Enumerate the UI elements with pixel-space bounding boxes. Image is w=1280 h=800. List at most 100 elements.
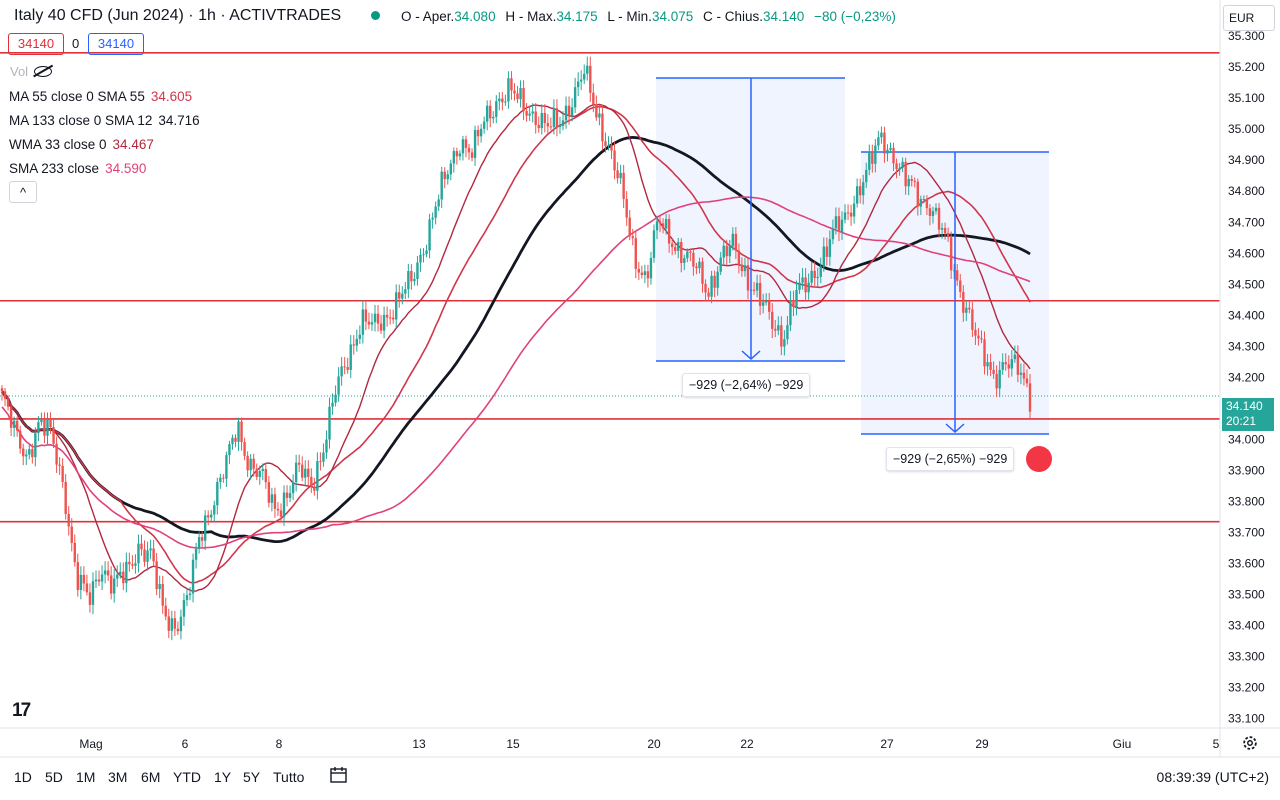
change-value: −80 (−0,23%)	[814, 9, 896, 24]
collapse-legend-button[interactable]: ^	[9, 181, 37, 203]
candle-body	[895, 163, 898, 170]
candle-body	[331, 402, 334, 407]
time-tick-label: 20	[647, 737, 661, 751]
indicator-wma33[interactable]: WMA 33 close 0 34.467	[9, 137, 154, 152]
candle-body	[91, 581, 95, 605]
indicator-sma233[interactable]: SMA 233 close 34.590	[9, 161, 146, 176]
range-5y[interactable]: 5Y	[243, 769, 261, 785]
range-3m[interactable]: 3M	[108, 769, 128, 785]
candle-body	[601, 113, 604, 142]
candle-body	[610, 144, 613, 151]
buy-price-button[interactable]: 34140	[88, 33, 144, 55]
candle-body	[740, 264, 744, 272]
currency-selector[interactable]: EUR	[1223, 5, 1275, 31]
candle-body	[52, 426, 55, 444]
candle-body	[273, 494, 277, 509]
candle-body	[928, 208, 932, 216]
candle-body	[910, 178, 913, 181]
candle-body	[880, 132, 883, 138]
measure-label-1[interactable]: −929 (−2,64%) −929	[682, 373, 811, 397]
range-6m[interactable]: 6M	[141, 769, 161, 785]
candle-body	[249, 458, 252, 471]
candle-body	[231, 437, 234, 445]
candle-body	[725, 245, 728, 257]
candle-body	[570, 107, 574, 116]
candle-body	[203, 515, 207, 541]
candle-body	[307, 468, 310, 477]
candle-body	[822, 246, 825, 267]
candle-body	[622, 172, 625, 199]
candle-body	[410, 270, 413, 282]
candle-body	[58, 464, 61, 466]
candle-body	[792, 300, 795, 307]
range-5d[interactable]: 5D	[45, 769, 63, 785]
sell-price-button[interactable]: 34140	[8, 33, 64, 55]
candle-body	[680, 242, 683, 264]
candle-body	[956, 270, 959, 281]
candle-body	[628, 217, 631, 237]
price-tick-label: 33.400	[1228, 619, 1265, 633]
candle-body	[155, 561, 158, 590]
candle-body	[971, 309, 974, 330]
candle-body	[731, 233, 735, 247]
candle-body	[446, 174, 449, 180]
candle-body	[492, 116, 495, 119]
range-all[interactable]: Tutto	[273, 769, 305, 785]
candle-body	[734, 233, 738, 251]
candle-body	[843, 212, 847, 220]
candle-body	[916, 181, 919, 207]
candle-body	[646, 271, 650, 279]
candle-body	[764, 301, 768, 303]
candle-body	[431, 217, 434, 220]
eye-hidden-icon[interactable]	[34, 66, 53, 77]
volume-indicator[interactable]: Vol	[10, 64, 53, 79]
indicator-ma133[interactable]: MA 133 close 0 SMA 12 34.716	[9, 113, 200, 128]
candle-body	[1016, 354, 1020, 375]
candle-body	[586, 65, 589, 74]
candle-body	[698, 261, 701, 269]
candle-body	[413, 278, 416, 282]
goto-date-calendar-icon[interactable]	[330, 767, 348, 783]
indicator-ma55[interactable]: MA 55 close 0 SMA 55 34.605	[9, 89, 192, 104]
candle-body	[64, 481, 67, 515]
candle-body	[677, 242, 680, 251]
candle-body	[931, 211, 935, 216]
settings-gear-icon[interactable]	[1241, 734, 1259, 752]
candle-body	[825, 246, 829, 257]
measure-label-2[interactable]: −929 (−2,65%) −929	[886, 447, 1015, 471]
candle-body	[176, 628, 180, 632]
candle-body	[416, 262, 419, 279]
candle-body	[692, 252, 695, 267]
tradingview-logo[interactable]: 17	[12, 700, 31, 721]
candle-body	[228, 444, 231, 456]
range-1m[interactable]: 1M	[76, 769, 96, 785]
price-tick-label: 34.400	[1228, 308, 1265, 322]
candle-body	[12, 420, 16, 428]
candle-body	[373, 313, 377, 323]
candle-body	[743, 265, 747, 272]
price-tick-label: 33.600	[1228, 557, 1265, 571]
candle-body	[589, 65, 592, 93]
range-1y[interactable]: 1Y	[214, 769, 232, 785]
alert-dot-icon[interactable]	[1026, 446, 1052, 472]
time-tick-label: 27	[880, 737, 894, 751]
candle-body	[795, 289, 798, 307]
time-tick-label: 15	[506, 737, 520, 751]
range-ytd[interactable]: YTD	[173, 769, 201, 785]
market-status-dot	[371, 11, 380, 20]
close-label: C - Chius.	[703, 9, 764, 24]
candle-body	[516, 93, 519, 100]
candle-body	[407, 270, 410, 290]
bar-countdown: 20:21	[1226, 414, 1257, 428]
candle-body	[428, 219, 431, 251]
range-1d[interactable]: 1D	[14, 769, 32, 785]
candle-body	[219, 477, 222, 482]
symbol-title[interactable]: Italy 40 CFD (Jun 2024) · 1h · ACTIVTRAD…	[14, 7, 342, 24]
candle-body	[922, 198, 926, 200]
clock-time[interactable]: 08:39:39 (UTC+2)	[1156, 769, 1269, 785]
candle-body	[222, 477, 225, 479]
candle-body	[980, 338, 983, 340]
candle-body	[558, 125, 562, 127]
candle-body	[310, 476, 313, 487]
